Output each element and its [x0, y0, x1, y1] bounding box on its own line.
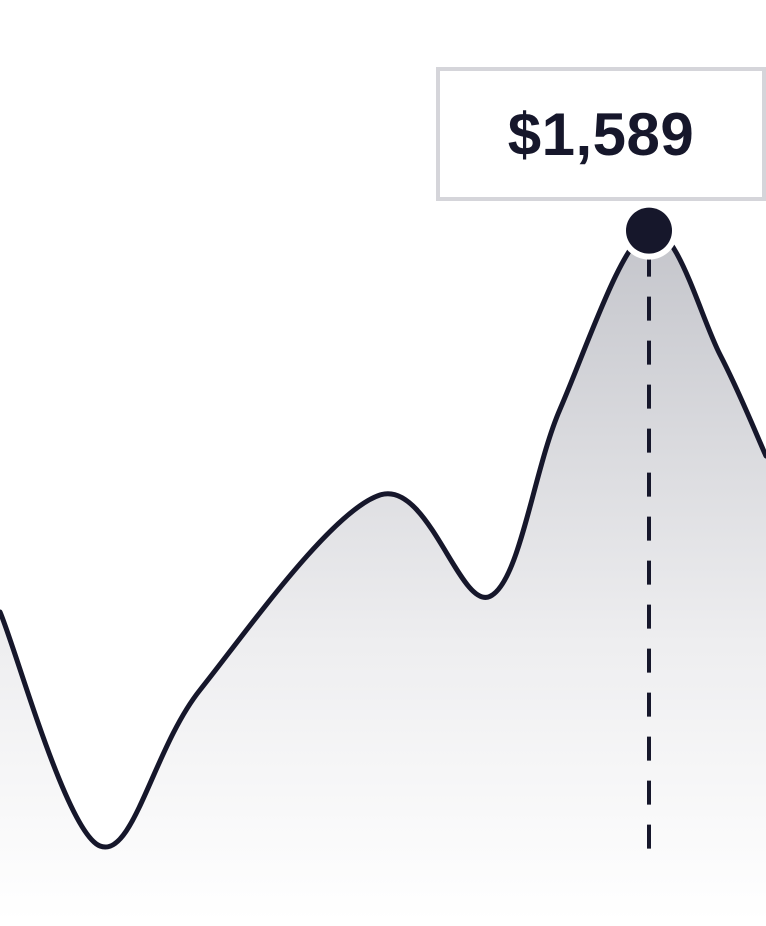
marker-layer — [620, 201, 678, 260]
tooltip-value-label: $1,589 — [507, 100, 695, 168]
area-layer — [0, 229, 766, 922]
series-line — [0, 227, 766, 850]
line-layer — [0, 227, 766, 850]
area-fill — [0, 229, 766, 922]
highlight-point[interactable] — [626, 207, 672, 254]
value-tooltip: $1,589 — [436, 67, 766, 201]
